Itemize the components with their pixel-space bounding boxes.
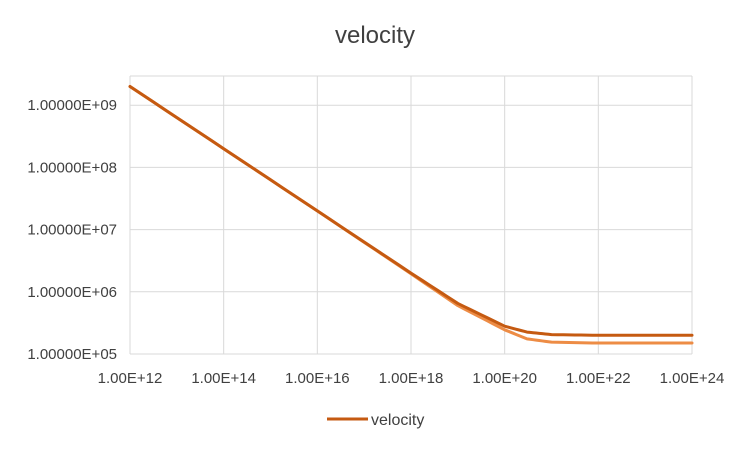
legend: velocity xyxy=(327,412,424,429)
x-tick-label: 1.00E+18 xyxy=(379,370,444,387)
y-axis-tick-labels: 1.00000E+05 1.00000E+06 1.00000E+07 1.00000… xyxy=(27,97,117,363)
x-tick-label: 1.00E+12 xyxy=(98,370,163,387)
y-tick-label: 1.00000E+09 xyxy=(27,97,117,114)
series-line-velocity xyxy=(128,85,694,337)
y-tick-label: 1.00000E+08 xyxy=(27,159,117,176)
x-tick-label: 1.00E+16 xyxy=(285,370,350,387)
x-tick-label: 1.00E+14 xyxy=(191,370,256,387)
y-tick-label: 1.00000E+07 xyxy=(27,222,117,239)
chart-title: velocity xyxy=(335,22,415,49)
grid xyxy=(129,75,693,355)
x-tick-label: 1.00E+24 xyxy=(660,370,725,387)
x-axis-tick-labels: 1.00E+12 1.00E+14 1.00E+16 1.00E+18 1.00E+20… xyxy=(98,370,725,387)
y-tick-label: 1.00000E+05 xyxy=(27,346,117,363)
x-tick-label: 1.00E+20 xyxy=(472,370,537,387)
y-tick-label: 1.00000E+06 xyxy=(27,284,117,301)
x-tick-label: 1.00E+22 xyxy=(566,370,631,387)
legend-label: velocity xyxy=(371,412,424,429)
series-layer xyxy=(128,85,694,345)
